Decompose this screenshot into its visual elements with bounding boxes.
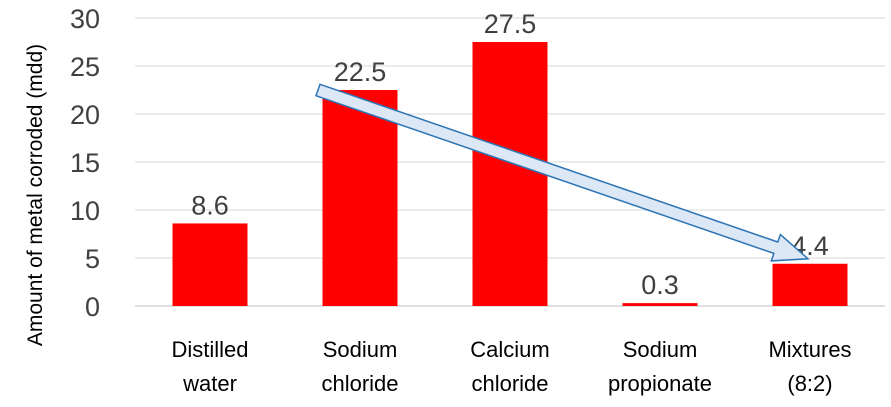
block-arrow [315,83,810,262]
data-label: 22.5 [334,57,387,87]
bar [322,90,398,306]
category-label: propionate [608,371,712,396]
bar [172,223,248,306]
y-axis-ticks: 0 5 10 15 20 25 30 [70,4,100,322]
category-label: Distilled [171,337,248,362]
category-label: Sodium [623,337,698,362]
y-tick-label: 20 [70,100,100,130]
category-label: Calcium [470,337,549,362]
data-label: 27.5 [484,9,537,39]
y-tick-label: 5 [85,244,100,274]
y-tick-label: 25 [70,52,100,82]
data-label: 0.3 [641,270,679,300]
y-tick-label: 0 [85,292,100,322]
category-label: Sodium [323,337,398,362]
data-labels: 8.622.527.50.34.4 [191,9,829,300]
y-tick-label: 15 [70,148,100,178]
category-label: Mixtures [768,337,851,362]
data-label: 8.6 [191,190,229,220]
y-tick-label: 30 [70,4,100,34]
y-axis-title: Amount of metal corroded (mdd) [24,44,47,346]
bar [472,42,548,306]
category-label: chloride [321,371,398,396]
arrow-annotation [315,83,810,262]
bar [622,303,698,306]
category-label: chloride [471,371,548,396]
y-tick-label: 10 [70,196,100,226]
bar [772,263,848,306]
category-label: (8:2) [787,371,832,396]
category-labels: Distilled water Sodium chloride Calcium chlor… [171,337,851,396]
category-label: water [182,371,237,396]
bars [172,42,848,306]
